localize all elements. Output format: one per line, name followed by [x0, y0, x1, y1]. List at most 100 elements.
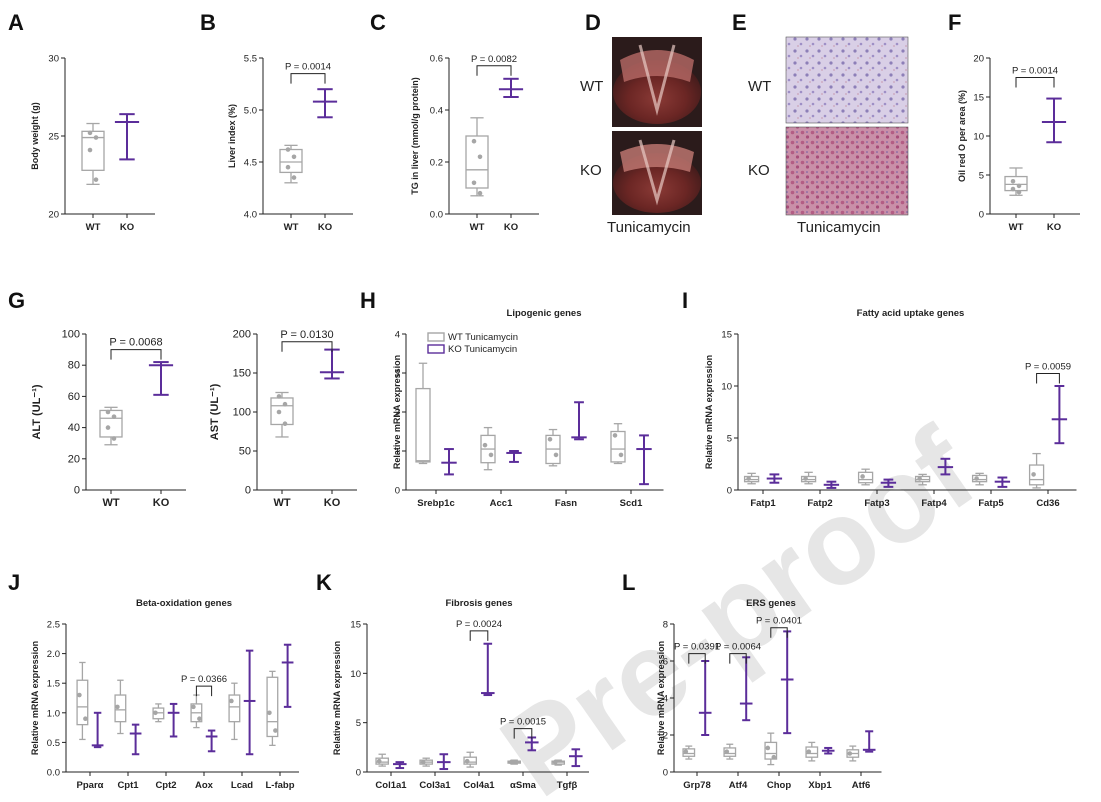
data-point	[477, 190, 483, 196]
y-tick-label: 5.0	[244, 106, 257, 117]
range-cpt2-ko	[167, 702, 180, 738]
range-atf6-ko	[862, 730, 876, 753]
chart-i: I Fatty acid uptake genes 0 5 10 15 Fatp1 Fatp2…	[682, 288, 1077, 509]
box-rect	[270, 397, 294, 426]
x-tick-label: WT	[470, 222, 485, 233]
range-ko-ko	[148, 361, 174, 396]
range-fatp1-ko	[766, 473, 783, 484]
y-tick-label: 0	[245, 485, 251, 497]
bracket-line	[1036, 373, 1060, 384]
box-atf6-wt	[846, 745, 860, 762]
panel-e-ko-micrograph	[785, 126, 909, 216]
range-ko-ko	[498, 77, 524, 98]
y-tick-label: 0	[663, 768, 668, 779]
y-tick-label: 5.5	[244, 54, 257, 65]
x-tick-label: WT	[273, 497, 290, 509]
y-tick-label: 5	[356, 718, 361, 729]
panel-d-wt-label: WT	[580, 78, 603, 95]
data-point	[115, 704, 120, 710]
y-axis-label: Relative mRNA expression	[392, 355, 402, 469]
range-aox-ko	[205, 729, 218, 753]
pvalue-bracket: P = 0.0015	[500, 717, 546, 739]
x-tick-label: Acc1	[490, 498, 513, 509]
range-ko-ko	[1041, 97, 1067, 144]
panel-e: E WT KO Tunicamycin	[732, 10, 909, 236]
y-tick-label: 1.0	[47, 708, 60, 719]
bracket-line	[281, 341, 333, 352]
data-point	[105, 425, 111, 430]
box-col3a1-wt	[419, 757, 434, 767]
range-col1a1-ko	[393, 761, 407, 770]
box-xbp1-wt	[805, 741, 819, 762]
y-tick-label: 3	[395, 369, 400, 380]
y-tick-label: 8	[663, 620, 668, 631]
y-tick-label: 50	[239, 446, 251, 458]
y-tick-label: 2.0	[47, 649, 60, 660]
data-point	[488, 452, 494, 458]
box-fatp5-wt	[971, 472, 988, 486]
box-fatp3-wt	[857, 468, 874, 486]
box-wt-wt	[1004, 167, 1028, 196]
box-rect	[857, 471, 874, 484]
y-tick-label: 60	[68, 391, 80, 403]
x-tick-label: Fatp4	[921, 498, 947, 509]
data-point	[282, 401, 288, 407]
x-tick-label: Col3a1	[419, 780, 451, 791]
pvalue-label: P = 0.0015	[500, 717, 546, 728]
x-tick-label: Col1a1	[375, 780, 407, 791]
x-tick-label: Srebp1c	[417, 498, 455, 509]
bracket-line	[476, 65, 512, 76]
y-tick-label: 2.5	[47, 620, 60, 631]
data-point	[87, 147, 93, 153]
panel-letter-i: I	[682, 288, 688, 313]
box-col4a1-wt	[463, 751, 478, 768]
range-fatp4-ko	[937, 457, 954, 476]
pvalue-bracket: P = 0.0014	[1012, 66, 1058, 88]
data-point	[552, 759, 558, 765]
y-tick-label: 6	[663, 657, 668, 668]
data-point	[974, 476, 979, 481]
y-tick-label: 4.0	[244, 210, 257, 221]
panel-e-ko-label: KO	[748, 162, 770, 179]
box-fasn-wt	[545, 428, 561, 467]
x-tick-label: WT	[102, 497, 119, 509]
box-αsma-wt	[507, 759, 522, 765]
y-tick-label: 1.5	[47, 679, 60, 690]
y-tick-label: 100	[233, 407, 251, 419]
data-point	[471, 180, 477, 186]
pvalue-bracket: P = 0.0366	[181, 674, 227, 697]
box-rect	[971, 474, 988, 483]
legend-label: WT Tunicamycin	[448, 332, 518, 343]
y-axis-label: AST (UL⁻¹)	[209, 383, 221, 440]
x-tick-label: Tgfβ	[557, 780, 578, 791]
data-point	[111, 436, 117, 441]
data-point	[917, 476, 922, 481]
box-tgfβ-wt	[551, 759, 566, 766]
bracket-line	[290, 73, 326, 84]
data-point	[87, 130, 93, 136]
x-tick-label: KO	[318, 222, 332, 233]
range-col3a1-ko	[437, 753, 451, 771]
y-tick-label: 1	[395, 447, 400, 458]
box-chop-wt	[764, 732, 778, 766]
box-wt-wt	[465, 117, 489, 197]
x-tick-label: Lcad	[231, 780, 253, 791]
x-tick-label: KO	[120, 222, 134, 233]
y-tick-label: 0.5	[47, 738, 60, 749]
y-tick-label: 20	[68, 453, 80, 465]
data-point	[420, 759, 426, 765]
range-fasn-ko	[571, 401, 587, 441]
data-point	[229, 698, 234, 704]
box-aox-wt	[190, 694, 203, 729]
data-point	[111, 414, 117, 419]
x-tick-label: Fatp3	[864, 498, 889, 509]
data-point	[376, 758, 382, 764]
chart-title: Fibrosis genes	[445, 598, 512, 609]
range-pparα-ko	[91, 711, 104, 749]
box-fatp4-wt	[914, 473, 931, 486]
y-tick-label: 0	[979, 210, 984, 221]
box-col1a1-wt	[375, 753, 390, 767]
box-rect	[465, 135, 489, 189]
range-fatp5-ko	[994, 476, 1011, 488]
x-tick-label: Fatp5	[978, 498, 1004, 509]
